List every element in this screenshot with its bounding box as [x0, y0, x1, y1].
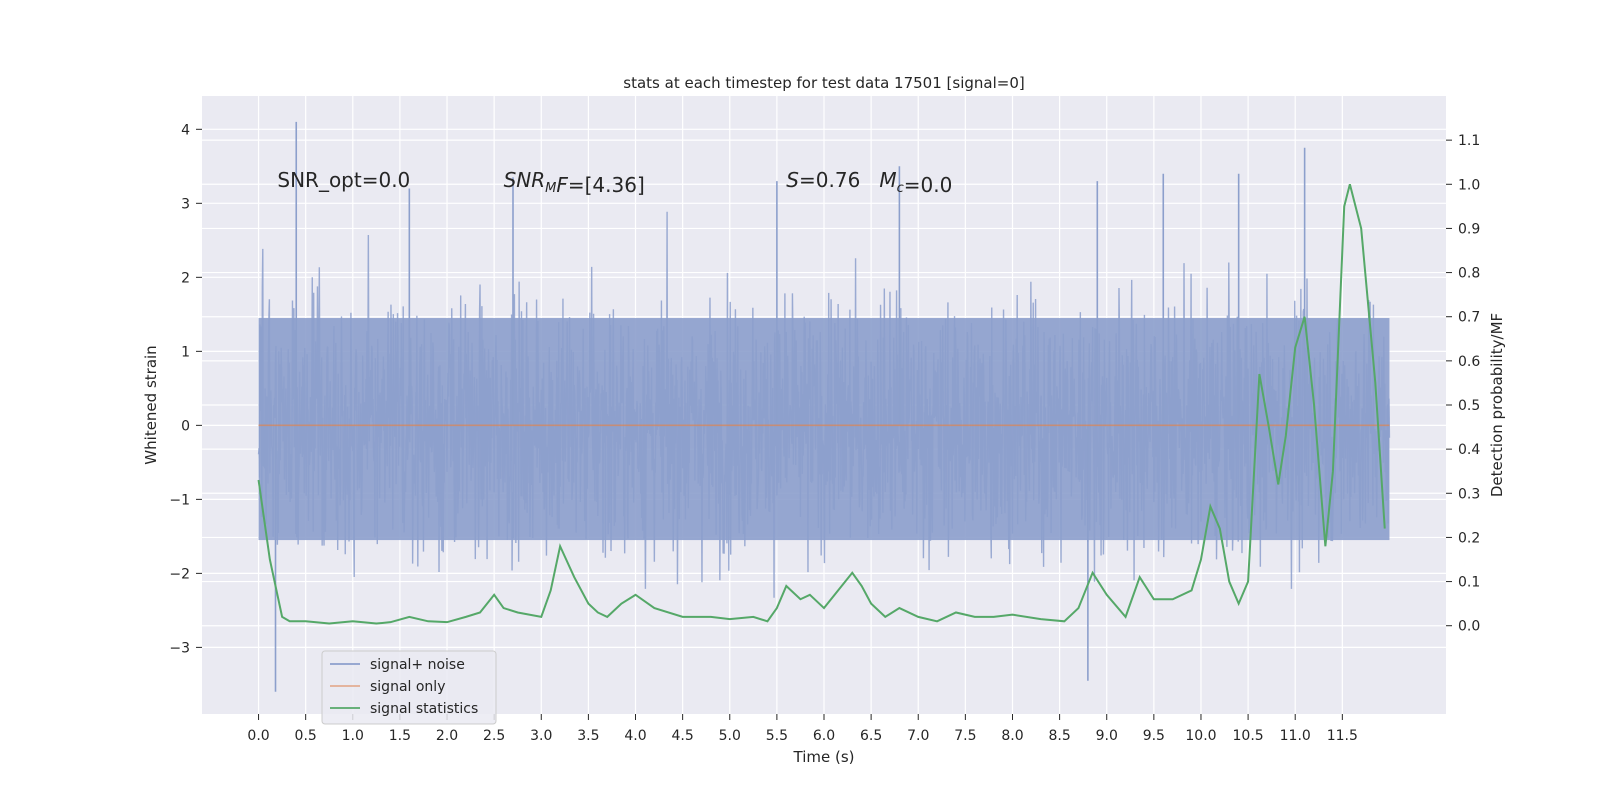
- y-tick-label: 2: [181, 270, 190, 286]
- y-tick-label-right: 0.7: [1458, 310, 1480, 326]
- x-tick-label: 7.0: [907, 728, 929, 744]
- x-tick-label: 5.5: [766, 728, 788, 744]
- x-tick-label: 2.5: [483, 728, 505, 744]
- y-tick-label: 4: [181, 122, 190, 138]
- x-tick-label: 4.0: [624, 728, 646, 744]
- y-tick-label: 0: [181, 418, 190, 434]
- series-signal-noise-core: [258, 318, 1390, 541]
- x-tick-label: 3.5: [577, 728, 599, 744]
- y-tick-label: −3: [169, 640, 190, 656]
- annotation-2: S=0.76 Mc=0.0: [786, 168, 952, 197]
- x-tick-label: 8.5: [1048, 728, 1070, 744]
- y-tick-label: 1: [181, 344, 190, 360]
- x-tick-label: 8.0: [1001, 728, 1023, 744]
- x-tick-label: 4.5: [672, 728, 694, 744]
- x-tick-label: 11.0: [1280, 728, 1311, 744]
- x-tick-label: 3.0: [530, 728, 552, 744]
- x-tick-label: 10.5: [1233, 728, 1264, 744]
- y-tick-label-right: 0.2: [1458, 530, 1480, 546]
- y-tick-label: −1: [169, 492, 190, 508]
- x-tick-label: 11.5: [1327, 728, 1358, 744]
- y-tick-label: 3: [181, 196, 190, 212]
- y-tick-label-right: 0.0: [1458, 619, 1480, 635]
- y-axis-label: Whitened strain: [142, 345, 160, 464]
- y-tick-label-right: 0.1: [1458, 575, 1480, 591]
- x-tick-label: 0.5: [295, 728, 317, 744]
- legend-label-signal-statistics: signal statistics: [370, 701, 478, 717]
- y-tick-label-right: 0.9: [1458, 221, 1480, 237]
- series-signal-statistics: [257, 184, 1386, 625]
- y-tick-label-right: 1.1: [1458, 133, 1480, 149]
- y-tick-label-right: 1.0: [1458, 177, 1480, 193]
- x-tick-label: 6.0: [813, 728, 835, 744]
- y-tick-label-right: 0.5: [1458, 398, 1480, 414]
- axes: 0.0 0.5 1.0 1.5 2.0 2.5 3.0 3.5 4.0 4.5 5.0 5.5 6.0 6…: [169, 122, 1480, 744]
- x-tick-label: 10.0: [1185, 728, 1216, 744]
- x-tick-label: 0.0: [247, 728, 269, 744]
- annotation-1: SNRMF=[4.36]: [504, 168, 645, 197]
- annotation-0: SNR_opt=0.0: [277, 168, 410, 192]
- y-tick-label-right: 0.4: [1458, 442, 1480, 458]
- y-axis-label-right: Detection probability/MF: [1488, 313, 1506, 497]
- legend: signal+ noise signal only signal statist…: [321, 650, 497, 725]
- legend-box: [321, 650, 497, 725]
- data-layer: [257, 121, 1391, 692]
- x-tick-label: 6.5: [860, 728, 882, 744]
- y-tick-label-right: 0.8: [1458, 266, 1480, 282]
- x-tick-label: 1.0: [342, 728, 364, 744]
- x-tick-label: 9.5: [1143, 728, 1165, 744]
- x-tick-label: 7.5: [954, 728, 976, 744]
- y-tick-label-right: 0.3: [1458, 486, 1480, 502]
- legend-label-signal-only: signal only: [370, 679, 445, 695]
- x-axis-label: Time (s): [793, 748, 855, 766]
- y-tick-label: −2: [169, 566, 190, 582]
- chart-title: stats at each timestep for test data 175…: [623, 74, 1024, 92]
- x-tick-label: 1.5: [389, 728, 411, 744]
- x-tick-label: 2.0: [436, 728, 458, 744]
- y-tick-label-right: 0.6: [1458, 354, 1480, 370]
- x-tick-label: 5.0: [719, 728, 741, 744]
- annotations: SNR_opt=0.0 SNRMF=[4.36] S=0.76 Mc=0.0: [277, 168, 952, 197]
- x-tick-label: 9.0: [1096, 728, 1118, 744]
- legend-label-signal-noise: signal+ noise: [370, 657, 465, 673]
